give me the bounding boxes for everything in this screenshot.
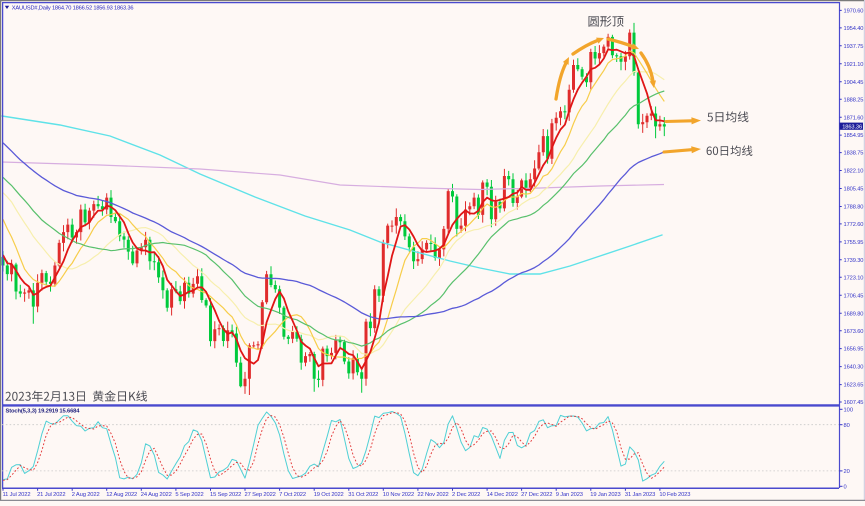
svg-text:1805.45: 1805.45	[844, 187, 864, 193]
svg-text:1706.45: 1706.45	[844, 293, 864, 299]
svg-text:1937.75: 1937.75	[844, 44, 864, 50]
svg-text:0: 0	[844, 484, 847, 490]
svg-text:10 Feb 2023: 10 Feb 2023	[659, 492, 690, 498]
svg-text:1863.36: 1863.36	[842, 124, 862, 130]
svg-text:1788.80: 1788.80	[844, 205, 864, 211]
svg-text:19 Oct 2022: 19 Oct 2022	[314, 492, 344, 498]
svg-text:1689.80: 1689.80	[844, 311, 864, 317]
svg-text:1755.95: 1755.95	[844, 240, 864, 246]
svg-text:100: 100	[844, 407, 854, 413]
svg-text:22 Nov 2022: 22 Nov 2022	[417, 492, 448, 498]
svg-text:1772.60: 1772.60	[844, 222, 864, 228]
svg-text:1673.60: 1673.60	[844, 329, 864, 335]
svg-text:10 Nov 2022: 10 Nov 2022	[383, 492, 414, 498]
svg-text:1640.30: 1640.30	[844, 365, 864, 371]
svg-text:7 Oct 2022: 7 Oct 2022	[279, 492, 306, 498]
svg-text:1822.10: 1822.10	[844, 169, 864, 175]
svg-text:12 Aug 2022: 12 Aug 2022	[106, 492, 137, 498]
svg-text:1854.95: 1854.95	[844, 133, 864, 139]
svg-text:5 Sep 2022: 5 Sep 2022	[175, 492, 203, 498]
svg-text:9 Jan 2023: 9 Jan 2023	[556, 492, 583, 498]
svg-text:15 Sep 2022: 15 Sep 2022	[210, 492, 241, 498]
svg-text:1921.10: 1921.10	[844, 62, 864, 68]
svg-text:80: 80	[844, 423, 850, 429]
svg-text:2 Aug 2022: 2 Aug 2022	[72, 492, 100, 498]
svg-text:11 Jul 2022: 11 Jul 2022	[3, 492, 31, 498]
svg-text:31 Oct 2022: 31 Oct 2022	[348, 492, 378, 498]
svg-text:24 Aug 2022: 24 Aug 2022	[141, 492, 172, 498]
svg-text:31 Jan 2023: 31 Jan 2023	[625, 492, 655, 498]
svg-text:1904.45: 1904.45	[844, 80, 864, 86]
svg-text:14 Dec 2022: 14 Dec 2022	[487, 492, 518, 498]
svg-text:27 Dec 2022: 27 Dec 2022	[521, 492, 552, 498]
svg-text:20: 20	[844, 469, 850, 475]
svg-text:1888.25: 1888.25	[844, 97, 864, 103]
svg-text:1954.40: 1954.40	[844, 26, 864, 32]
svg-text:1838.75: 1838.75	[844, 151, 864, 157]
svg-text:1739.30: 1739.30	[844, 258, 864, 264]
svg-text:19 Jan 2023: 19 Jan 2023	[590, 492, 620, 498]
svg-text:1607.45: 1607.45	[844, 400, 864, 406]
svg-text:2 Dec 2022: 2 Dec 2022	[452, 492, 480, 498]
svg-text:1623.65: 1623.65	[844, 383, 864, 389]
svg-text:1871.60: 1871.60	[844, 115, 864, 121]
svg-text:21 Jul 2022: 21 Jul 2022	[37, 492, 65, 498]
svg-text:1656.95: 1656.95	[844, 347, 864, 353]
svg-text:1970.60: 1970.60	[844, 9, 864, 15]
svg-text:XAUUSD#,Daily 1864.70 1866.52: XAUUSD#,Daily 1864.70 1866.52 1856.93 18…	[12, 6, 134, 12]
svg-text:1723.10: 1723.10	[844, 275, 864, 281]
svg-text:27 Sep 2022: 27 Sep 2022	[245, 492, 276, 498]
svg-text:Stoch(5,3,3) 19.2919 15.6684: Stoch(5,3,3) 19.2919 15.6684	[6, 408, 81, 414]
